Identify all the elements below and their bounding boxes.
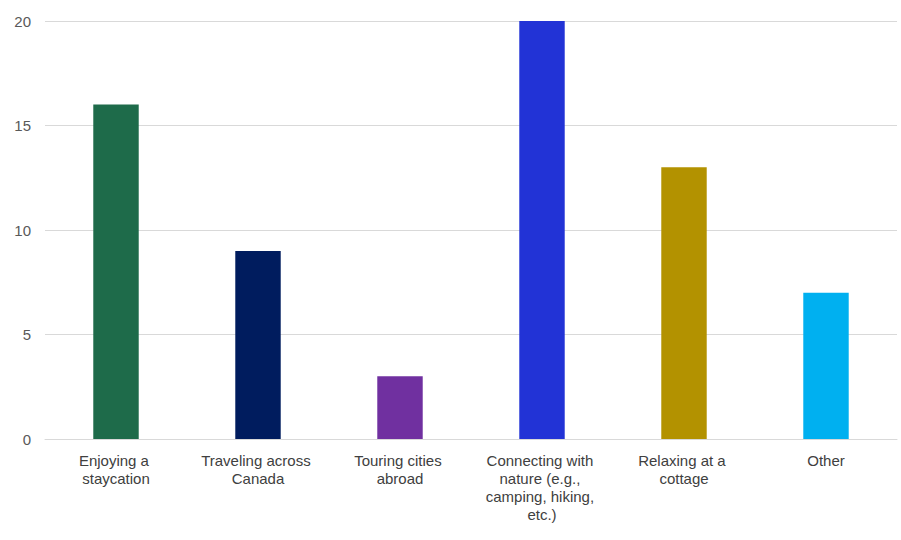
svg-text:Connecting with: Connecting with xyxy=(487,452,598,469)
svg-text:10: 10 xyxy=(14,222,31,239)
svg-text:0: 0 xyxy=(23,431,31,448)
svg-text:Canada: Canada xyxy=(232,470,285,487)
svg-text:nature (e.g.,: nature (e.g., xyxy=(499,470,584,487)
svg-text:Enjoying a: Enjoying a xyxy=(79,452,153,469)
svg-text:Touring cities: Touring cities xyxy=(354,452,446,469)
svg-text:cottage: cottage xyxy=(659,470,708,487)
svg-text:camping, hiking,: camping, hiking, xyxy=(486,488,599,505)
svg-text:abroad: abroad xyxy=(377,470,424,487)
svg-text:20: 20 xyxy=(14,13,31,30)
svg-text:staycation: staycation xyxy=(82,470,150,487)
svg-text:Relaxing at a: Relaxing at a xyxy=(638,452,730,469)
svg-text:15: 15 xyxy=(14,117,31,134)
svg-text:5: 5 xyxy=(23,326,31,343)
svg-text:etc.): etc.) xyxy=(527,506,556,523)
svg-text:Traveling across: Traveling across xyxy=(201,452,315,469)
svg-text:Other: Other xyxy=(807,452,845,469)
